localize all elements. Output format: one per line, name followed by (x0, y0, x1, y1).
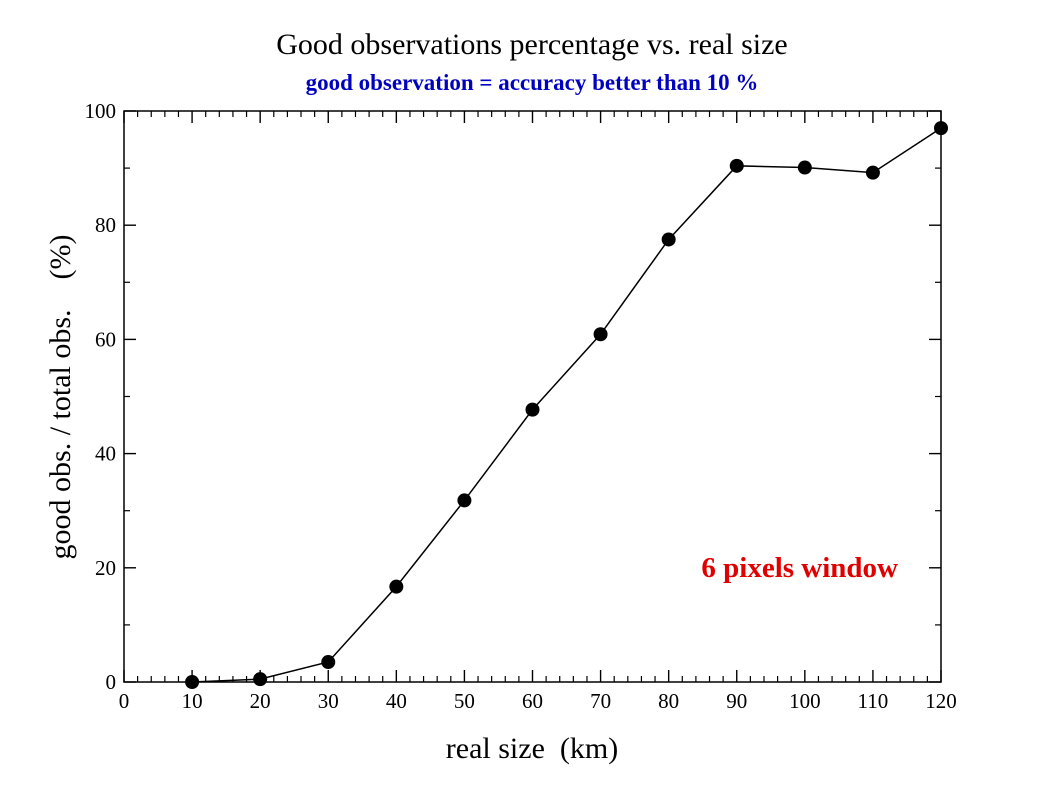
chart-title: Good observations percentage vs. real si… (276, 28, 787, 61)
data-point (321, 655, 336, 670)
tick-labels-layer: 0 10 20 30 40 50 60 70 80 90 100 110 120 0 20 40 60 80 100 (85, 99, 957, 713)
y-tick-label: 100 (85, 99, 117, 123)
data-point (797, 160, 812, 175)
series-line (192, 127, 942, 683)
x-tick-label: 70 (590, 689, 611, 713)
y-tick-label: 0 (106, 670, 117, 694)
x-tick-label: 0 (119, 689, 130, 713)
y-tick-label: 60 (95, 327, 116, 351)
x-tick-label: 110 (858, 689, 889, 713)
y-axis-label: good obs. / total obs. (%) (44, 235, 77, 560)
data-point (185, 675, 200, 689)
annotation-6-pixels-window: 6 pixels window (701, 552, 898, 584)
data-point (934, 121, 948, 136)
series-layer (185, 121, 948, 689)
x-tick-label: 120 (925, 689, 957, 713)
data-point (661, 232, 676, 247)
x-tick-label: 20 (250, 689, 271, 713)
chart-subtitle: good observation = accuracy better than … (306, 70, 759, 95)
y-tick-label: 40 (95, 442, 116, 466)
data-point (865, 165, 880, 180)
data-point (253, 672, 268, 687)
plot-frame (123, 110, 942, 683)
x-axis-label: real size (km) (446, 732, 618, 765)
x-tick-label: 10 (182, 689, 203, 713)
data-point (457, 493, 472, 508)
data-point (525, 402, 540, 417)
x-tick-label: 50 (454, 689, 475, 713)
x-tick-label: 90 (726, 689, 747, 713)
x-tick-label: 30 (318, 689, 339, 713)
y-tick-label: 20 (95, 556, 116, 580)
x-tick-label: 40 (386, 689, 407, 713)
y-tick-label: 80 (95, 213, 116, 237)
data-point (593, 327, 608, 342)
data-point (729, 158, 744, 173)
data-point (389, 579, 404, 594)
x-tick-label: 60 (522, 689, 543, 713)
ticks-layer (123, 110, 942, 683)
x-tick-label: 80 (658, 689, 679, 713)
x-tick-label: 100 (789, 689, 821, 713)
